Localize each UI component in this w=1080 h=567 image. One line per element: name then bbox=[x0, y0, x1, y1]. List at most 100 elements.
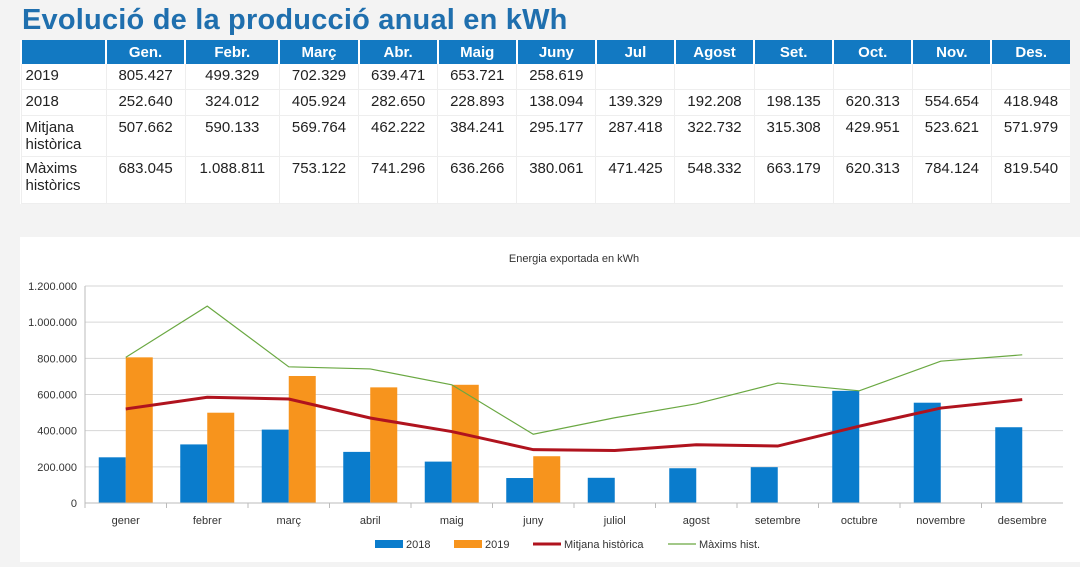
table-cell: 287.418 bbox=[595, 115, 675, 157]
x-tick-label: agost bbox=[683, 515, 710, 527]
bar-2019 bbox=[125, 357, 153, 503]
bar-2019 bbox=[370, 387, 398, 503]
table-cell bbox=[832, 64, 913, 90]
table-cell: 636.266 bbox=[437, 156, 517, 204]
table-cell: 590.133 bbox=[184, 115, 280, 157]
table-cell: 139.329 bbox=[595, 89, 675, 116]
table-cell: 138.094 bbox=[516, 89, 596, 116]
page-title: Evolució de la producció anual en kWh bbox=[22, 4, 568, 36]
legend-label: Mitjana històrica bbox=[564, 539, 644, 551]
x-tick-label: juny bbox=[522, 515, 544, 527]
y-tick-label: 600.000 bbox=[37, 390, 77, 402]
table-cell: 228.893 bbox=[437, 89, 517, 116]
column-header: Des. bbox=[990, 40, 1070, 64]
column-header: Abr. bbox=[357, 40, 438, 64]
table-cell: 471.425 bbox=[595, 156, 675, 204]
table-cell bbox=[595, 64, 675, 90]
bar-2018 bbox=[669, 468, 697, 503]
x-tick-label: desembre bbox=[998, 515, 1047, 527]
table-cell: 384.241 bbox=[437, 115, 517, 157]
table-cell bbox=[911, 64, 992, 90]
bar-2018 bbox=[750, 467, 778, 503]
table-cell: 805.427 bbox=[105, 64, 186, 90]
column-header: Gen. bbox=[104, 40, 186, 64]
table-cell: 741.296 bbox=[358, 156, 438, 204]
y-tick-label: 800.000 bbox=[37, 353, 77, 365]
production-table: Gen. Febr. Març Abr. Maig Juny Jul Agost Set. Oct… bbox=[20, 40, 1070, 204]
table-cell bbox=[990, 64, 1070, 90]
bar-2018 bbox=[587, 477, 615, 503]
legend-label: Màxims hist. bbox=[699, 539, 760, 551]
y-tick-label: 0 bbox=[71, 498, 77, 510]
row-label: 2019 bbox=[20, 64, 106, 90]
row-label: Màxims històrics bbox=[20, 156, 106, 204]
line-mxims-hist bbox=[125, 305, 1023, 435]
column-header: Agost bbox=[673, 40, 755, 64]
column-header: Set. bbox=[753, 40, 834, 64]
x-tick-label: setembre bbox=[755, 515, 801, 527]
table-row: Màxims històrics 683.045 1.088.811 753.122 7… bbox=[20, 156, 1070, 204]
column-header bbox=[20, 40, 106, 64]
bar-2018 bbox=[261, 429, 289, 503]
energy-chart: Energia exportada en kWh 0 200.000 400.000 6… bbox=[28, 253, 1063, 551]
table-header-row: Gen. Febr. Març Abr. Maig Juny Jul Agost Set. Oct… bbox=[20, 40, 1070, 64]
table-cell: 683.045 bbox=[105, 156, 186, 204]
y-tick-label: 1.000.000 bbox=[28, 317, 77, 329]
bar-2019 bbox=[207, 412, 235, 503]
table-cell: 405.924 bbox=[278, 89, 359, 116]
bar-2018 bbox=[180, 444, 208, 503]
table-cell: 1.088.811 bbox=[184, 156, 280, 204]
y-tick-label: 400.000 bbox=[37, 426, 77, 438]
column-header: Juny bbox=[515, 40, 596, 64]
x-tick-label: març bbox=[277, 515, 302, 527]
table-cell: 418.948 bbox=[990, 89, 1070, 116]
table-row: Mitjana històrica 507.662 590.133 569.764 46… bbox=[20, 115, 1070, 157]
bar-2018 bbox=[424, 461, 452, 503]
table-cell: 663.179 bbox=[753, 156, 834, 204]
x-tick-label: juliol bbox=[603, 515, 626, 527]
table-cell: 295.177 bbox=[516, 115, 596, 157]
x-tick-label: novembre bbox=[916, 515, 965, 527]
table-cell: 315.308 bbox=[753, 115, 834, 157]
bar-2018 bbox=[343, 451, 371, 503]
x-tick-label: gener bbox=[112, 515, 140, 527]
table-cell: 322.732 bbox=[674, 115, 755, 157]
row-label: Mitjana històrica bbox=[20, 115, 106, 157]
bar-2019 bbox=[288, 375, 316, 503]
table-row: 2019 805.427 499.329 702.329 639.471 653.721 2… bbox=[20, 64, 1070, 90]
table-cell: 548.332 bbox=[674, 156, 755, 204]
column-header: Nov. bbox=[911, 40, 992, 64]
chart-title: Energia exportada en kWh bbox=[509, 253, 639, 265]
bar-2018 bbox=[506, 478, 534, 503]
bar-2018 bbox=[995, 427, 1023, 503]
column-header: Oct. bbox=[832, 40, 913, 64]
table-cell: 252.640 bbox=[105, 89, 186, 116]
table-cell: 523.621 bbox=[911, 115, 992, 157]
legend-label: 2018 bbox=[406, 539, 430, 551]
table-cell bbox=[674, 64, 755, 90]
x-tick-label: octubre bbox=[841, 515, 878, 527]
table-cell: 620.313 bbox=[832, 156, 913, 204]
table-cell: 571.979 bbox=[990, 115, 1070, 157]
table-row: 2018 252.640 324.012 405.924 282.650 228.893 1… bbox=[20, 89, 1070, 116]
table-cell bbox=[753, 64, 834, 90]
x-tick-label: maig bbox=[440, 515, 464, 527]
table-cell: 198.135 bbox=[753, 89, 834, 116]
legend-label: 2019 bbox=[485, 539, 509, 551]
column-header: Febr. bbox=[184, 40, 280, 64]
legend-swatch bbox=[375, 540, 403, 548]
column-header: Març bbox=[278, 40, 359, 64]
table-cell: 639.471 bbox=[358, 64, 438, 90]
legend-swatch bbox=[454, 540, 482, 548]
table-cell: 192.208 bbox=[674, 89, 755, 116]
chart-panel: Energia exportada en kWh 0 200.000 400.000 6… bbox=[20, 237, 1080, 562]
table-cell: 258.619 bbox=[516, 64, 596, 90]
table-cell: 620.313 bbox=[832, 89, 913, 116]
bar-2019 bbox=[533, 456, 561, 503]
table-cell: 507.662 bbox=[105, 115, 186, 157]
table-cell: 819.540 bbox=[990, 156, 1070, 204]
table-cell: 429.951 bbox=[832, 115, 913, 157]
bar-2018 bbox=[913, 402, 941, 503]
row-label: 2018 bbox=[20, 89, 106, 116]
bar-2018 bbox=[832, 390, 860, 503]
